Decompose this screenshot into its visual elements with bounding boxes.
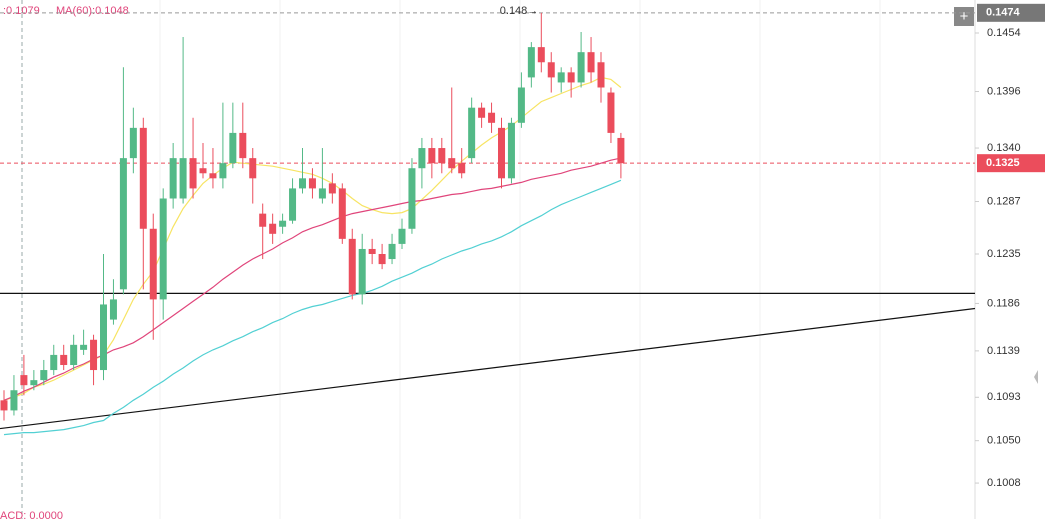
candle-body [159, 198, 167, 300]
indicator-text: ACD: 0.0000 [0, 510, 63, 519]
last-badge [977, 154, 1045, 173]
candle-body [299, 178, 306, 189]
candle-body [607, 92, 615, 133]
candle-body [428, 148, 436, 164]
max-label: 0.148 [500, 5, 528, 17]
candle-body [40, 370, 48, 381]
candle-body [139, 127, 147, 229]
ma-line [3, 179, 622, 436]
y-tick-label: 0.1008 [987, 477, 1021, 489]
y-tick-label: 0.1139 [987, 345, 1020, 357]
candle-body [199, 168, 207, 174]
candle-body [438, 148, 446, 164]
candle-body [269, 223, 277, 234]
candle-body [179, 158, 187, 199]
candle-body [398, 228, 406, 244]
candle-body [318, 188, 326, 199]
candle-body [338, 188, 346, 239]
candle-body [527, 47, 535, 78]
candle-body [209, 173, 217, 179]
y-tick-label: 0.1093 [987, 391, 1021, 403]
candle-body [498, 127, 505, 179]
candle-body [229, 132, 237, 164]
candle-body [617, 137, 625, 164]
candle-body [388, 243, 396, 260]
candle-body [547, 62, 555, 78]
candle-body [468, 107, 476, 159]
candle-body [0, 400, 8, 411]
candle-body [348, 238, 356, 295]
candle-body [90, 339, 98, 371]
add-button[interactable] [954, 7, 974, 26]
last-price-label: 0.1325 [986, 157, 1020, 169]
y-tick-label: 0.1454 [987, 27, 1021, 39]
candle-body [119, 158, 127, 290]
max-arrow: → [527, 5, 538, 17]
indicator-text: MA(60):0.1048 [56, 5, 129, 17]
candle-body [279, 220, 287, 227]
candle-body [80, 344, 88, 350]
candle-body [239, 132, 247, 159]
candle-body [328, 183, 336, 194]
candle-body [10, 390, 18, 411]
y-tick-label: 0.1186 [987, 297, 1020, 309]
candle-body [100, 304, 107, 371]
candle-body [358, 248, 366, 295]
y-tick-label: 0.1340 [987, 142, 1021, 154]
candle-body [219, 163, 227, 179]
candle-body [20, 375, 28, 386]
candle-body [50, 354, 58, 371]
high-price-label: 0.1474 [986, 7, 1021, 19]
candle-body [567, 72, 575, 83]
candle-body [169, 158, 177, 199]
high-badge [977, 3, 1045, 22]
candle-body [537, 47, 545, 63]
y-tick-label: 0.1396 [987, 85, 1021, 97]
candle-body [109, 299, 117, 320]
candle-body [249, 158, 257, 179]
candle-body [557, 72, 565, 83]
candle-body [488, 112, 496, 123]
candle-body [378, 254, 386, 265]
y-tick-label: 0.1235 [987, 248, 1021, 260]
candle-body [308, 178, 316, 189]
trend-line [0, 307, 976, 430]
candle-body [30, 380, 38, 386]
candle-body [149, 228, 157, 300]
candle-body [129, 127, 137, 159]
v-grid [159, 0, 881, 519]
scroll-arrow[interactable] [1034, 370, 1038, 384]
add-icon[interactable]: + [960, 8, 969, 25]
candle-body [60, 354, 68, 366]
candle-body [289, 188, 297, 221]
candle-body [448, 158, 456, 169]
y-tick-label: 0.1287 [987, 195, 1021, 207]
candle-body [478, 107, 486, 118]
candle-body [70, 344, 78, 366]
candle-body [408, 168, 416, 229]
candle-body [368, 248, 376, 255]
candle-body [189, 158, 197, 189]
candle-body [597, 62, 605, 88]
candle-body [517, 87, 525, 123]
candle-body [587, 52, 595, 73]
candle-body [577, 52, 585, 83]
candle-body [507, 122, 515, 179]
candle-body [259, 213, 267, 227]
candle-body [418, 148, 426, 169]
y-tick-label: 0.1050 [987, 435, 1021, 447]
indicator-text: :0.1079 [3, 5, 40, 17]
candle-body [458, 163, 466, 174]
